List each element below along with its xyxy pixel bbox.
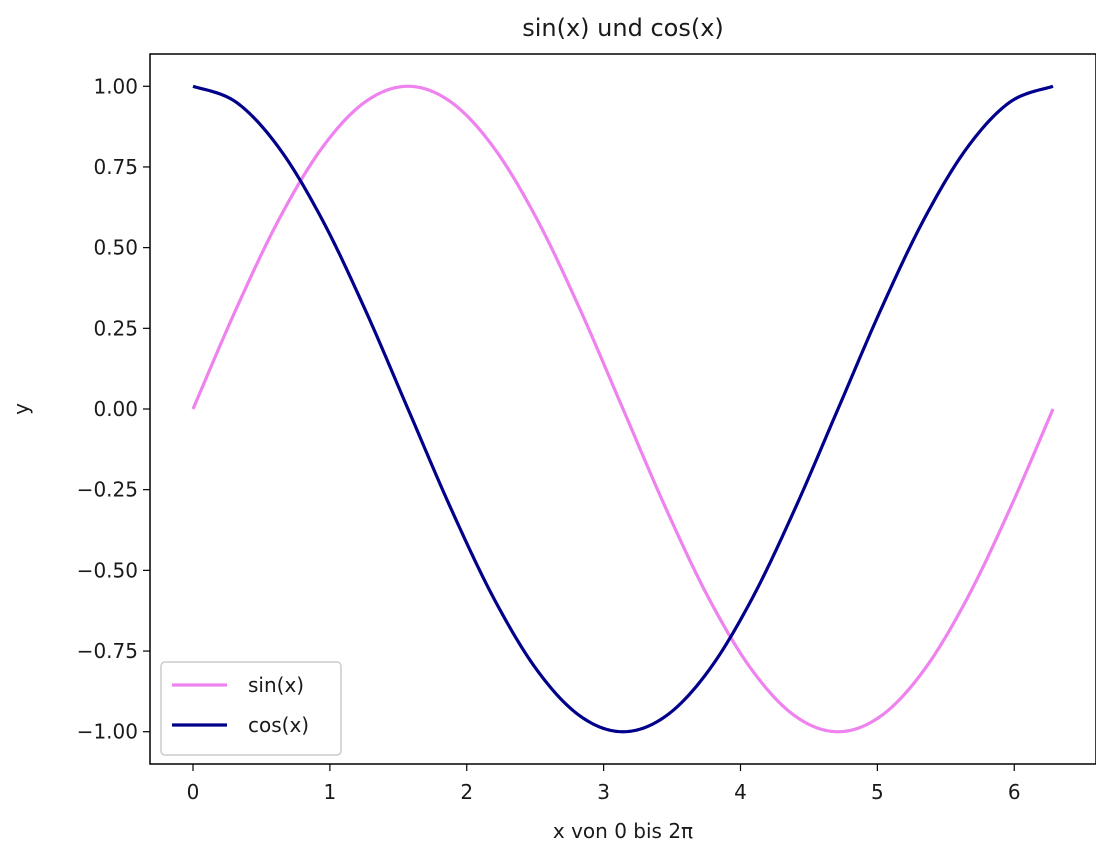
- y-tick-label: 0.25: [93, 316, 138, 340]
- y-tick-label: 0.50: [93, 236, 138, 260]
- series-line-cosx: [192, 84, 1054, 734]
- y-tick-label: −0.25: [77, 478, 138, 502]
- y-axis-label: y: [9, 403, 33, 415]
- y-tick-label: −0.50: [77, 558, 138, 582]
- y-tick-label: 1.00: [93, 74, 138, 98]
- x-axis-ticks: 0 1 2 3 4 5 6: [187, 764, 1021, 804]
- x-tick-label: 0: [187, 780, 200, 804]
- chart-title: sin(x) und cos(x): [522, 14, 724, 42]
- x-tick-label: 6: [1008, 780, 1021, 804]
- series-layer: [191, 84, 1055, 734]
- x-tick-label: 1: [324, 780, 337, 804]
- legend-label: cos(x): [248, 713, 309, 737]
- x-tick-label: 5: [871, 780, 884, 804]
- plot-area: [149, 53, 1096, 765]
- series-line-sinx: [191, 84, 1055, 734]
- y-tick-label: −0.75: [77, 639, 138, 663]
- legend-entries: sin(x) cos(x): [172, 673, 309, 737]
- y-tick-label: 0.00: [93, 397, 138, 421]
- legend: sin(x) cos(x): [160, 661, 342, 756]
- x-tick-label: 3: [597, 780, 610, 804]
- x-tick-label: 2: [460, 780, 473, 804]
- x-axis-label: x von 0 bis 2π: [553, 819, 693, 843]
- y-tick-label: 0.75: [93, 155, 138, 179]
- legend-label: sin(x): [248, 673, 304, 697]
- x-tick-label: 4: [734, 780, 747, 804]
- y-tick-label: −1.00: [77, 720, 138, 744]
- y-axis-ticks: 1.00 0.75 0.50 0.25 0.00 −0.25 −0.50 −0.75 −1.00: [77, 74, 150, 744]
